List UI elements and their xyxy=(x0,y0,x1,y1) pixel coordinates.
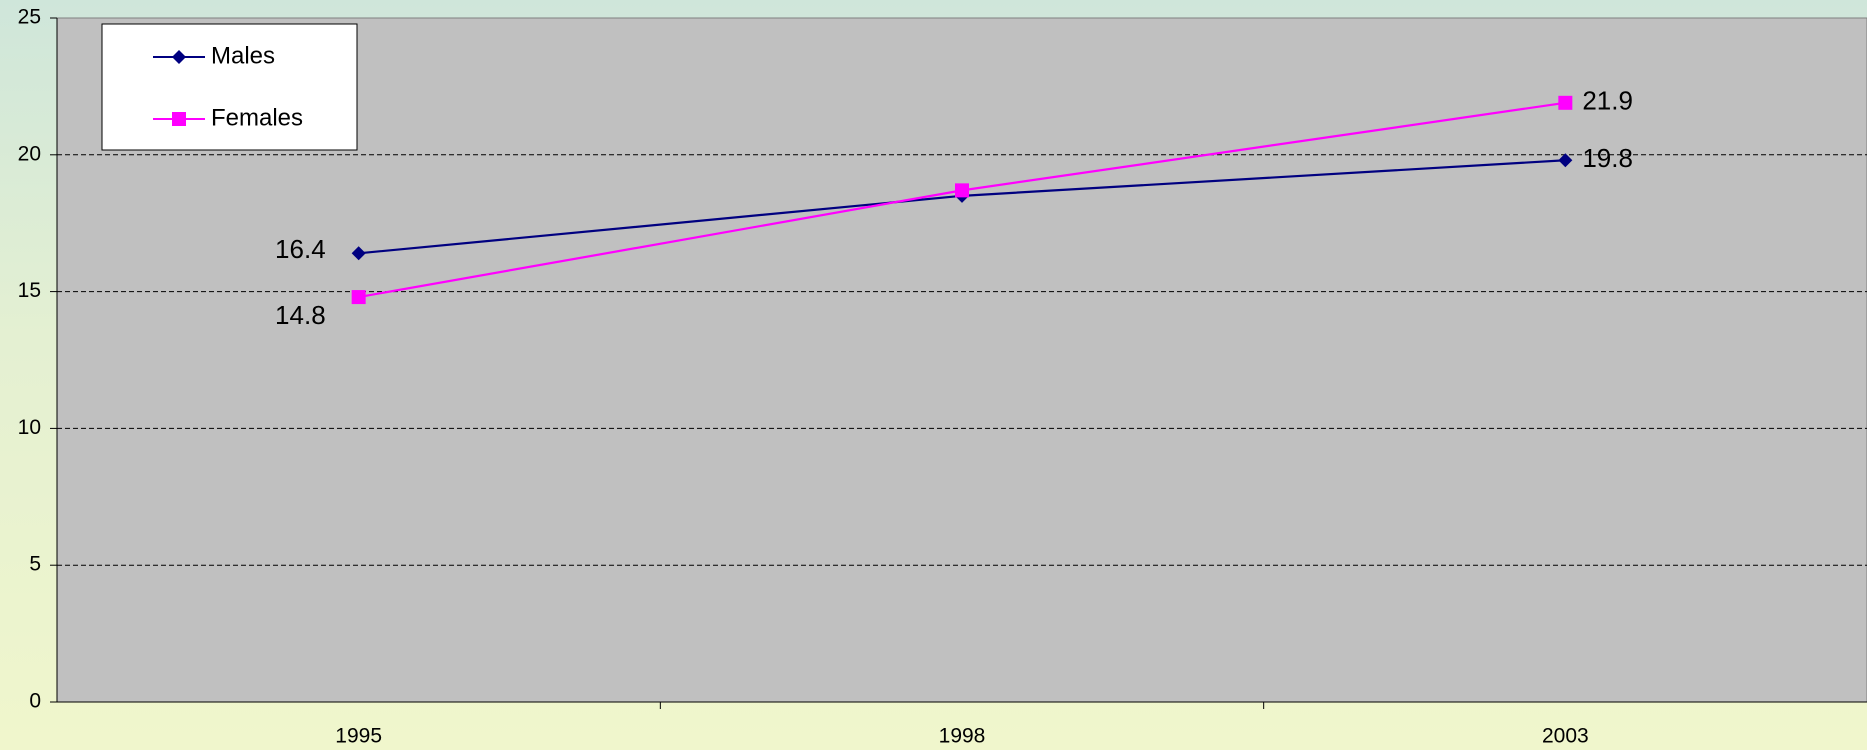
marker xyxy=(1558,95,1573,110)
legend: Males Females xyxy=(101,23,358,151)
marker xyxy=(955,183,969,198)
legend-label: Males xyxy=(211,42,275,69)
y-tick-label: 15 xyxy=(18,279,41,302)
data-label: 14.8 xyxy=(275,300,326,330)
y-tick-label: 0 xyxy=(29,690,41,713)
marker xyxy=(172,50,186,64)
legend-box xyxy=(101,23,358,151)
plot-area xyxy=(56,17,1867,703)
x-tick-label: 1995 xyxy=(335,725,382,748)
marker xyxy=(351,246,366,261)
data-label: 19.8 xyxy=(1582,143,1633,173)
marker xyxy=(1558,153,1573,168)
y-tick-label: 5 xyxy=(29,553,41,576)
y-tick-label: 10 xyxy=(18,416,41,439)
y-tick-label: 20 xyxy=(18,142,41,165)
data-label: 16.4 xyxy=(275,234,326,264)
marker xyxy=(351,290,366,305)
x-tick-label: 2003 xyxy=(1542,725,1589,748)
y-tick-label: 25 xyxy=(18,6,41,29)
data-label: 21.9 xyxy=(1582,86,1633,116)
marker xyxy=(172,112,186,126)
legend-label: Females xyxy=(211,104,303,131)
x-tick-label: 1998 xyxy=(939,725,986,748)
